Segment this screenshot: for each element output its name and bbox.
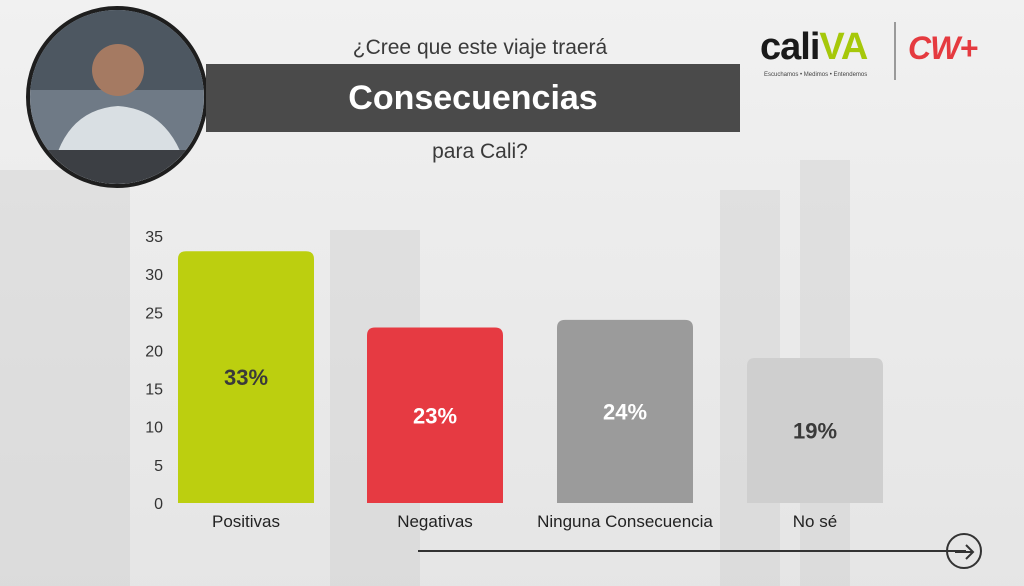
next-button[interactable] — [946, 533, 982, 569]
question-top: ¿Cree que este viaje traerá — [352, 36, 608, 59]
title-band — [206, 64, 740, 132]
y-tick-label: 20 — [145, 343, 163, 360]
bar-data-label: 33% — [224, 365, 268, 390]
category-label: Positivas — [212, 512, 280, 531]
divider-line — [418, 550, 966, 552]
bar-data-label: 24% — [603, 399, 647, 424]
category-label: Negativas — [397, 512, 473, 531]
caliva-logo-text-a: cali — [760, 26, 820, 68]
category-label: No sé — [793, 512, 837, 531]
category-label: Ninguna Consecuencia — [537, 512, 713, 531]
logo-divider — [894, 22, 896, 80]
y-tick-label: 35 — [145, 229, 163, 246]
cw-logo: CW+ — [908, 30, 978, 66]
bar — [747, 358, 883, 503]
y-tick-label: 15 — [145, 382, 163, 399]
bar-data-label: 19% — [793, 419, 837, 444]
bar — [178, 251, 314, 503]
y-tick-label: 25 — [145, 305, 163, 322]
question-bottom: para Cali? — [432, 140, 528, 163]
arrow-right-icon — [955, 544, 975, 560]
caliva-tagline: Escuchamos • Medimos • Entendemos — [764, 72, 868, 78]
y-tick-label: 5 — [154, 458, 163, 475]
y-tick-label: 30 — [145, 267, 163, 284]
bar — [367, 327, 503, 503]
bar-data-label: 23% — [413, 403, 457, 428]
page-title: Consecuencias — [348, 79, 598, 117]
background-building — [0, 170, 130, 586]
y-tick-label: 10 — [145, 420, 163, 437]
caliva-logo: caliVA Escuchamos • Medimos • Entendemos — [760, 26, 885, 81]
y-tick-label: 0 — [154, 496, 163, 513]
bar — [557, 319, 693, 503]
caliva-logo-text-b: VA — [819, 26, 868, 68]
